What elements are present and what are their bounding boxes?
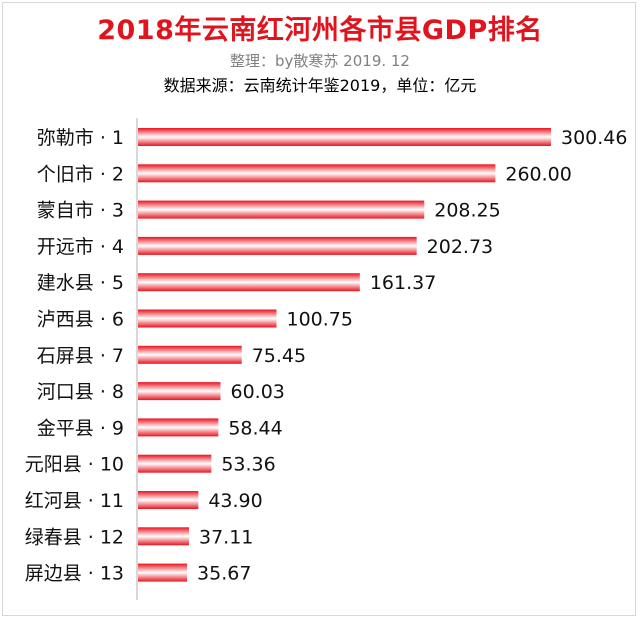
bar-9 bbox=[138, 418, 219, 437]
bar-11 bbox=[138, 491, 199, 509]
bar-3 bbox=[138, 200, 425, 219]
bar-5 bbox=[138, 273, 360, 292]
bar-8 bbox=[138, 382, 221, 401]
category-label-5: 建水县 · 5 bbox=[37, 272, 124, 294]
chart-source-note: 数据来源：云南统计年鉴2019，单位：亿元 bbox=[163, 76, 477, 95]
category-label-3: 蒙自市 · 3 bbox=[37, 200, 124, 222]
value-label-3: 208.25 bbox=[434, 200, 500, 222]
value-label-6: 100.75 bbox=[286, 309, 352, 331]
category-label-7: 石屏县 · 7 bbox=[37, 345, 124, 367]
bar-13 bbox=[138, 563, 188, 582]
bar-6 bbox=[138, 309, 277, 328]
category-label-9: 金平县 · 9 bbox=[37, 417, 124, 439]
category-label-13: 屏边县 · 13 bbox=[25, 563, 124, 585]
value-label-10: 53.36 bbox=[221, 454, 275, 476]
bar-1 bbox=[138, 128, 551, 146]
bar-2 bbox=[138, 164, 496, 183]
bar-4 bbox=[138, 236, 417, 255]
category-label-2: 个旧市 · 2 bbox=[37, 163, 124, 185]
category-label-12: 绿春县 · 12 bbox=[25, 526, 124, 548]
category-label-6: 泸西县 · 6 bbox=[37, 309, 124, 331]
value-label-8: 60.03 bbox=[231, 381, 285, 403]
value-label-13: 35.67 bbox=[197, 563, 251, 585]
bar-7 bbox=[138, 345, 242, 364]
value-label-11: 43.90 bbox=[208, 490, 262, 512]
bars-group: 弥勒市 · 1 300.46 个旧市 · 2 260.00 蒙自市 · 3 208.25 开… bbox=[25, 127, 628, 585]
category-label-8: 河口县 · 8 bbox=[37, 381, 124, 403]
value-label-5: 161.37 bbox=[370, 272, 436, 294]
bar-10 bbox=[138, 454, 212, 473]
chart-subtitle: 整理：by散寒苏 2019. 12 bbox=[230, 52, 410, 70]
value-label-12: 37.11 bbox=[199, 526, 253, 548]
value-label-1: 300.46 bbox=[561, 127, 627, 149]
category-label-1: 弥勒市 · 1 bbox=[37, 127, 124, 149]
value-label-9: 58.44 bbox=[228, 417, 282, 439]
bar-12 bbox=[138, 527, 190, 546]
category-label-11: 红河县 · 11 bbox=[25, 490, 124, 512]
value-label-7: 75.45 bbox=[252, 345, 306, 367]
category-label-4: 开远市 · 4 bbox=[37, 236, 124, 258]
value-label-2: 260.00 bbox=[505, 163, 571, 185]
chart-title: 2018年云南红河州各市县GDP排名 bbox=[97, 15, 543, 46]
value-label-4: 202.73 bbox=[427, 236, 493, 258]
category-label-10: 元阳县 · 10 bbox=[25, 454, 124, 476]
